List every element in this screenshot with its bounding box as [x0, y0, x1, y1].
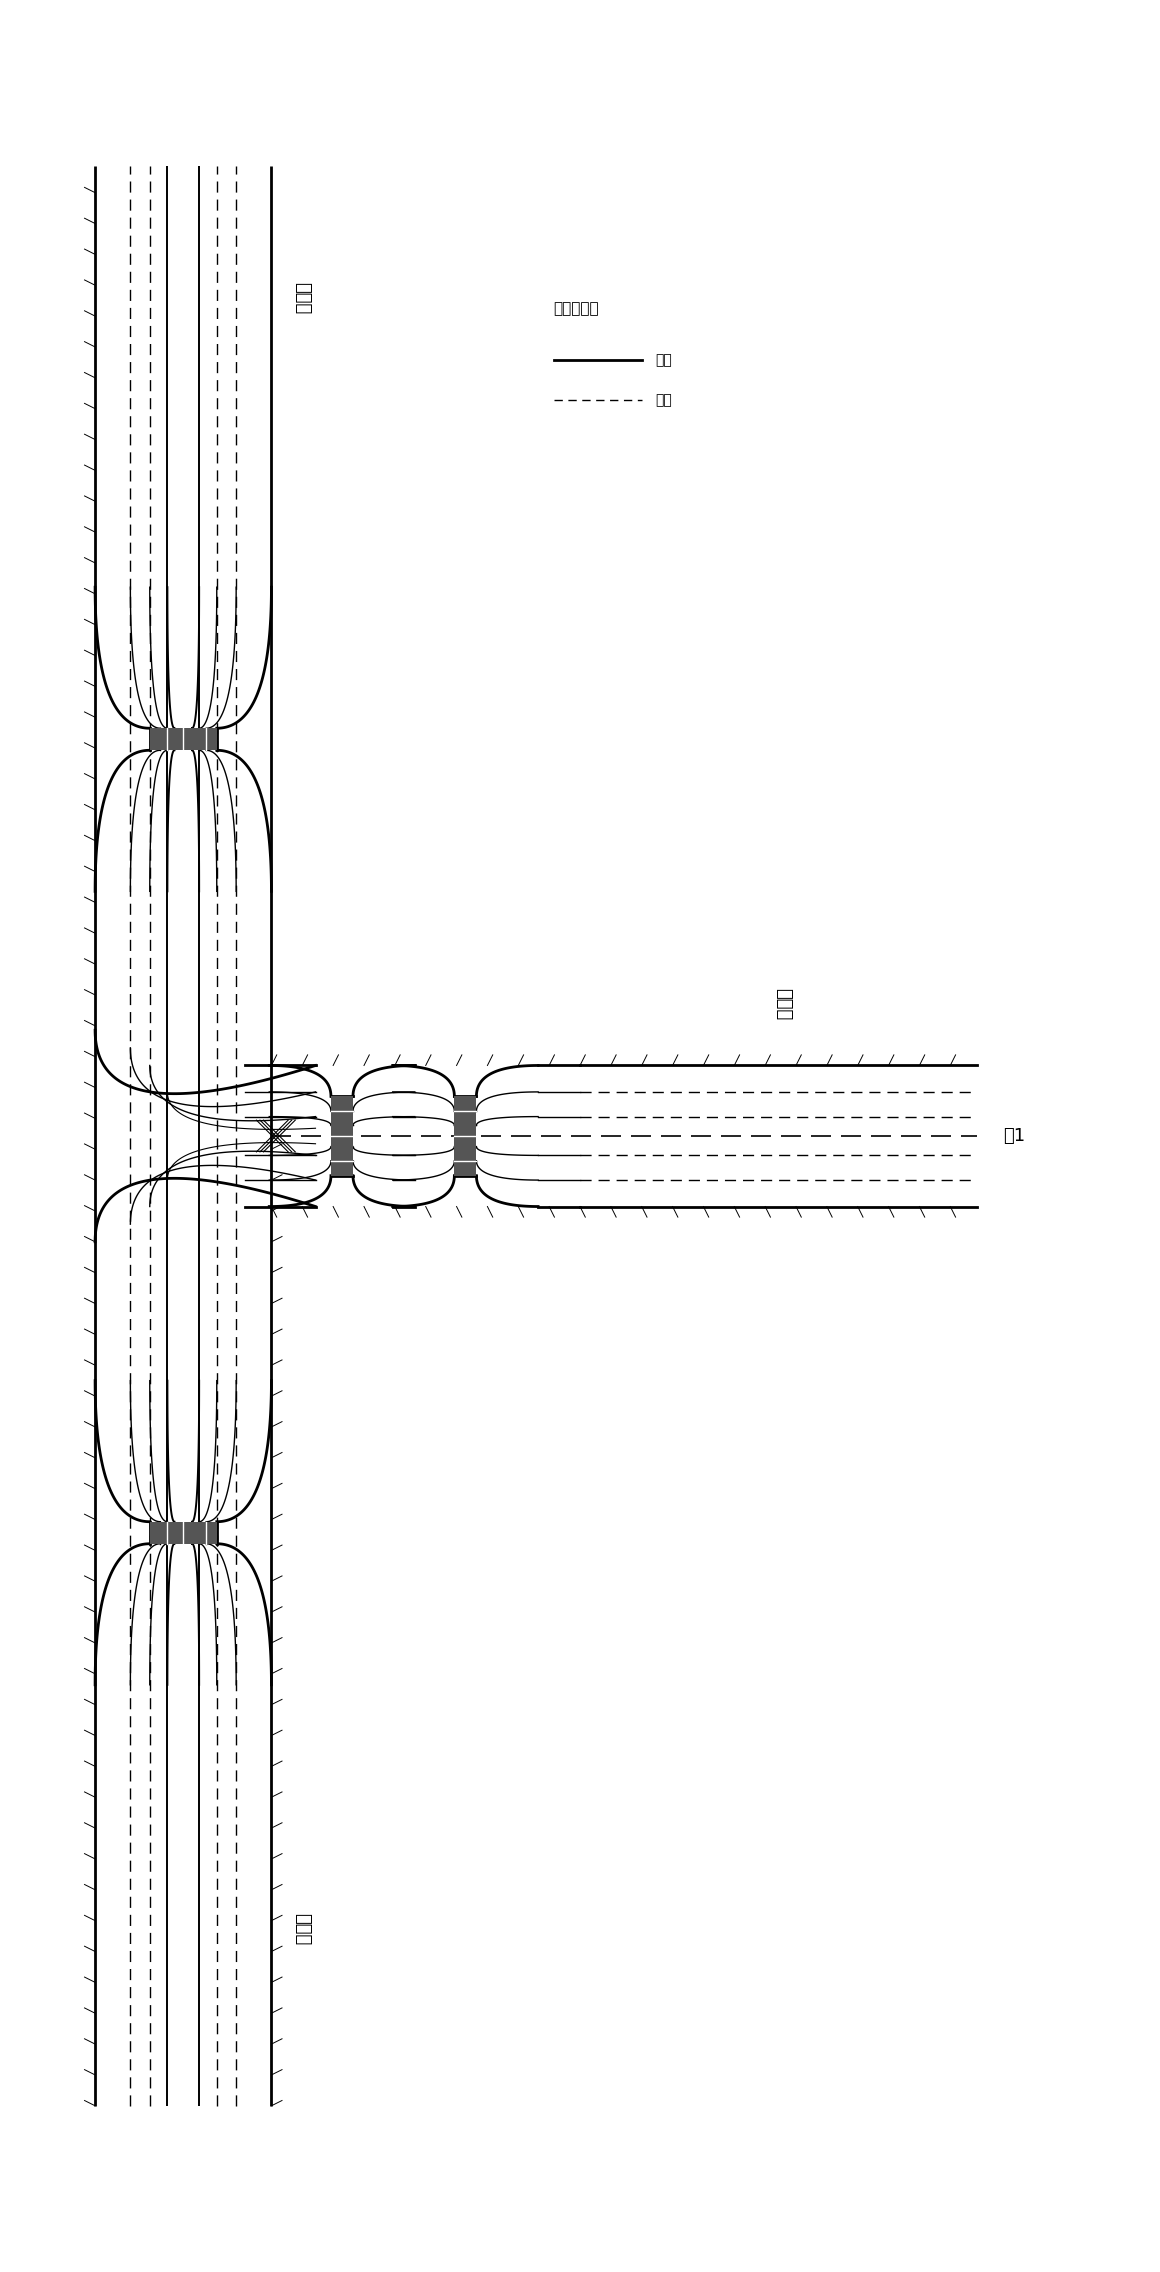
Text: 主干路: 主干路 — [293, 1913, 312, 1945]
Text: 主干路: 主干路 — [293, 282, 312, 314]
Bar — [331, 1097, 353, 1175]
Text: 次线: 次线 — [655, 393, 672, 407]
Bar — [455, 1097, 477, 1175]
Text: 图1: 图1 — [1003, 1127, 1025, 1145]
Bar — [150, 729, 217, 750]
Text: 行车轨迹线: 行车轨迹线 — [553, 302, 600, 316]
Bar — [150, 1522, 217, 1543]
Text: 次干路: 次干路 — [774, 988, 792, 1020]
Text: 主线: 主线 — [655, 352, 672, 368]
